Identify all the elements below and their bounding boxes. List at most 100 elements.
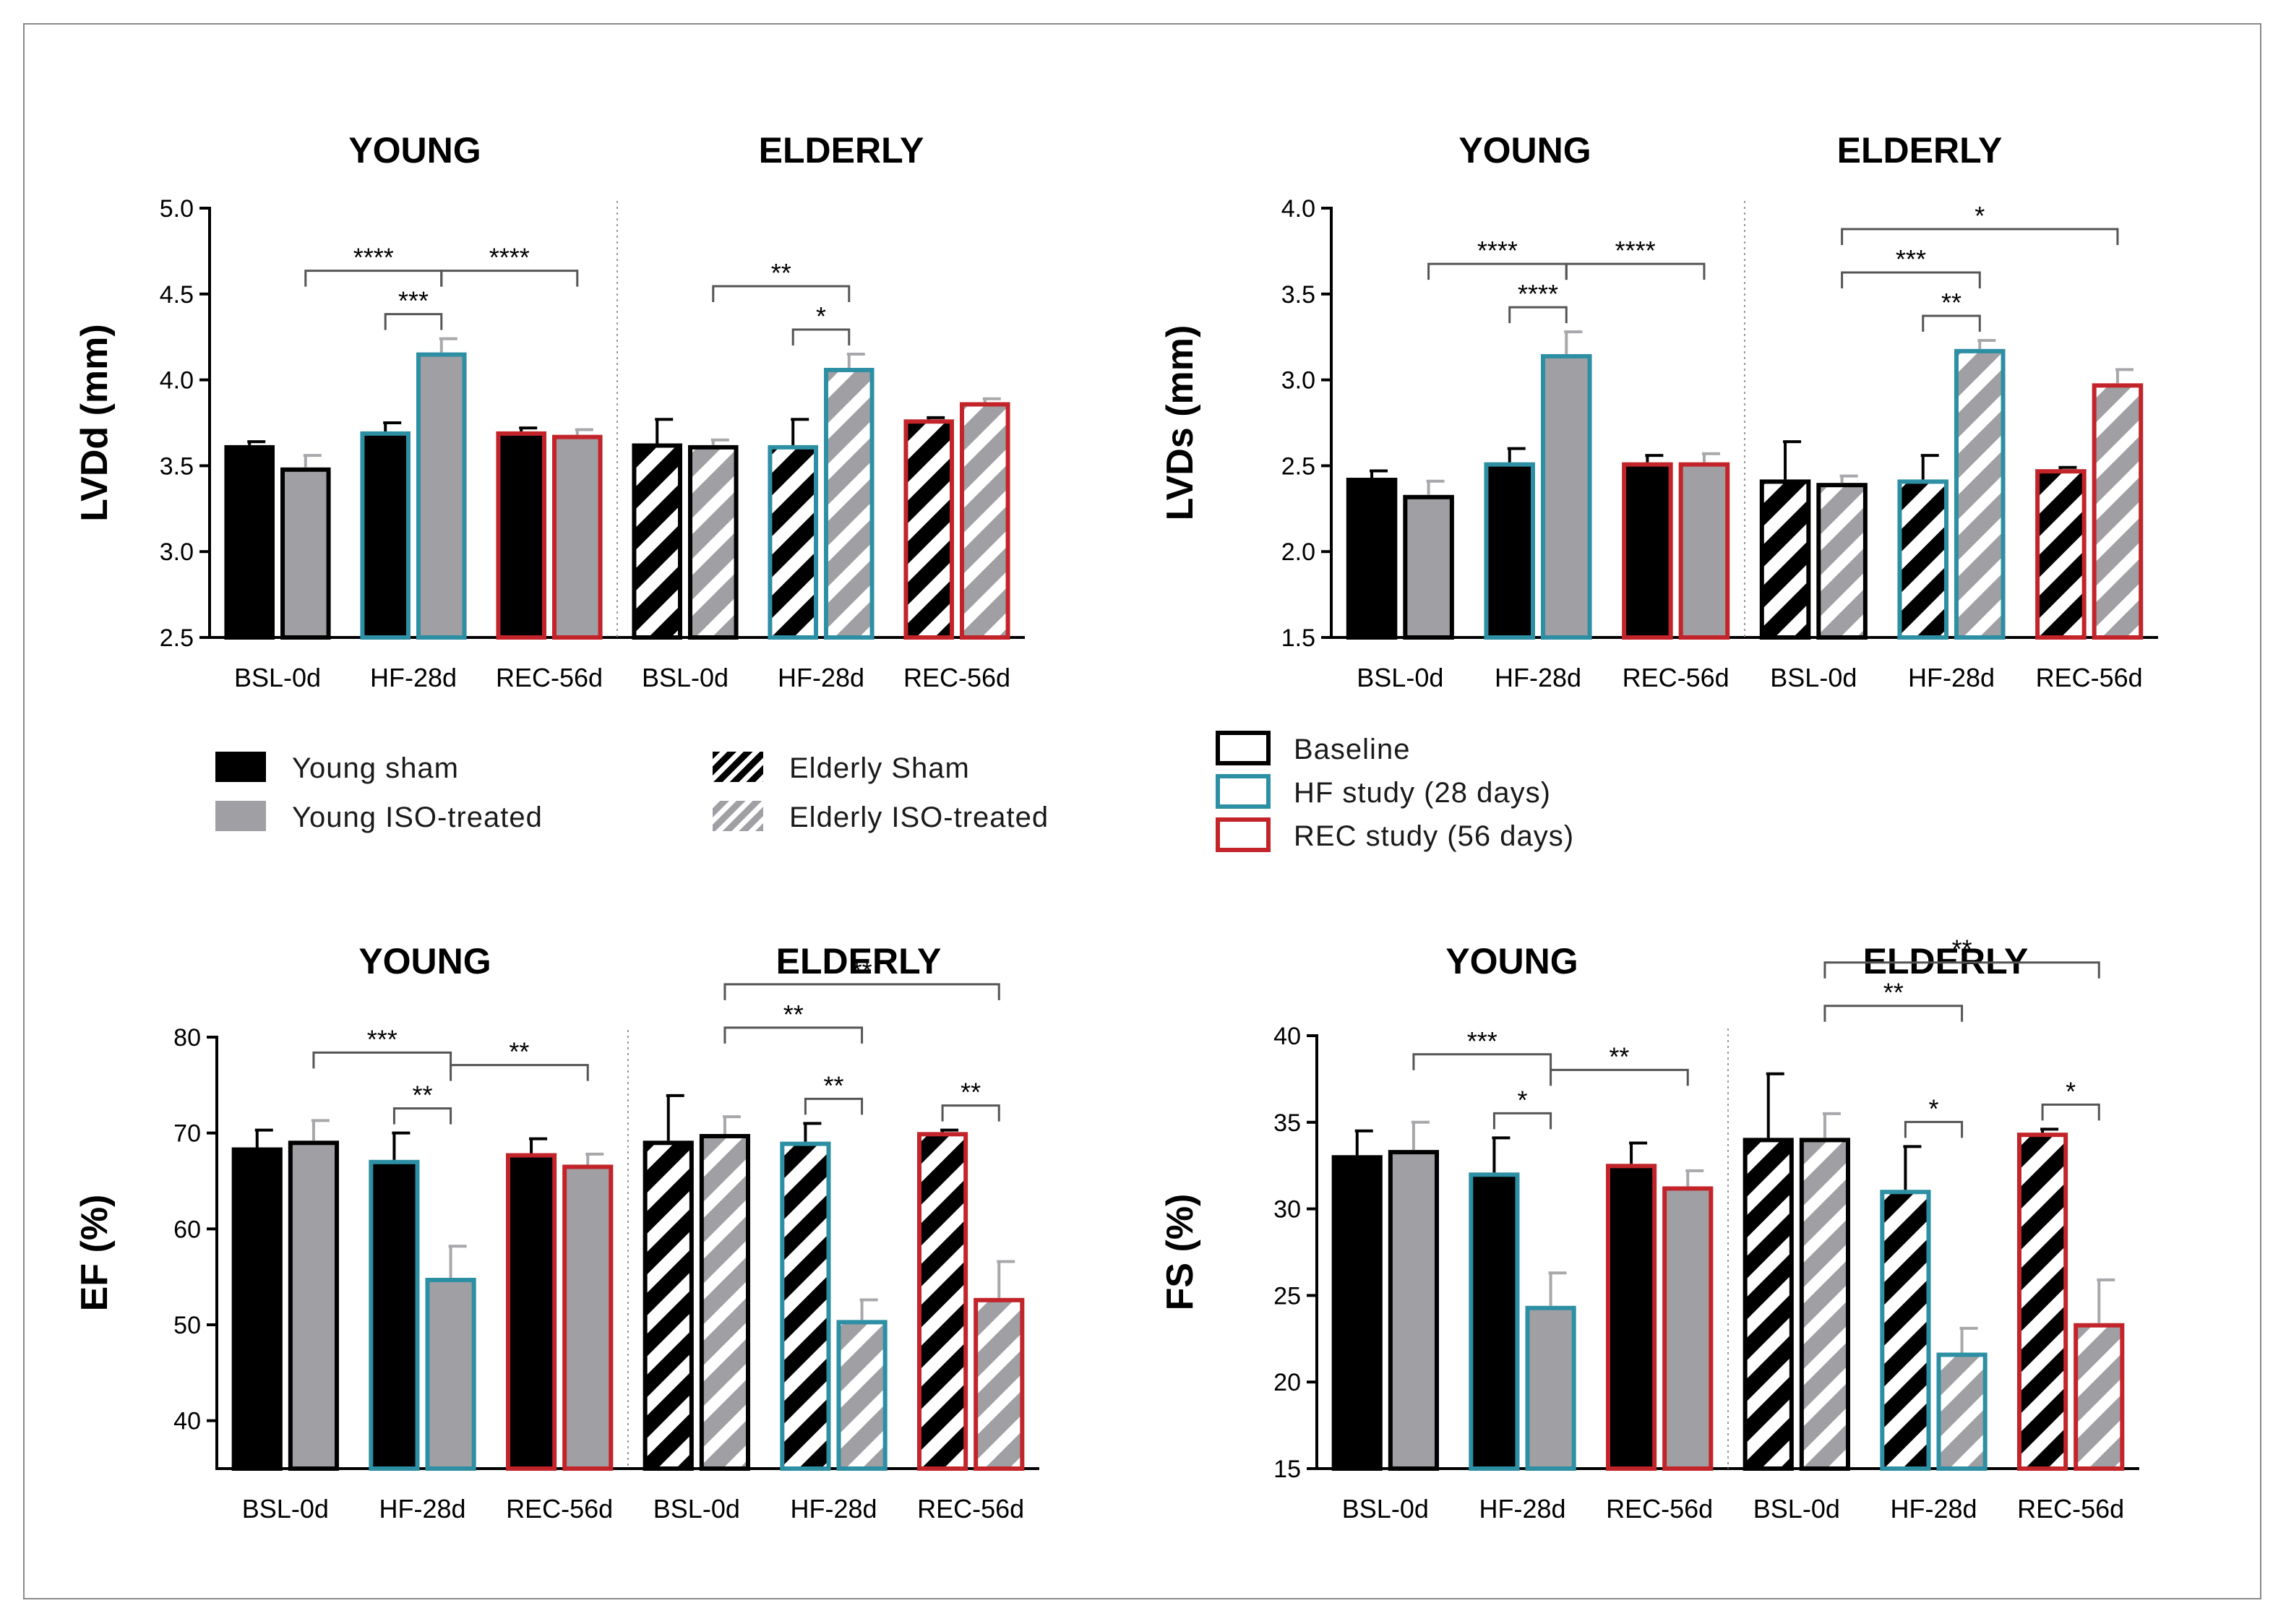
bar-hf-28d-iso: [1954, 348, 2006, 640]
bar-hf-28d-sham: [1484, 462, 1536, 640]
significance-label: ***: [367, 1024, 398, 1054]
x-category-label: HF-28d: [1890, 1494, 1977, 1524]
x-category-label: HF-28d: [1479, 1494, 1565, 1524]
x-category-label: REC-56d: [496, 663, 603, 692]
significance-bracket: [804, 1097, 864, 1115]
y-tick-label: 3.5: [160, 452, 194, 480]
bar-hf-28d-iso: [836, 1320, 888, 1472]
significance-label: **: [412, 1080, 432, 1110]
legend-swatch-elderly-iso: [713, 801, 763, 831]
bar-rec-56d-iso: [960, 402, 1010, 640]
bar-bsl-0d-sham: [224, 444, 275, 640]
legend-swatch-hf-study: [1216, 774, 1271, 809]
figure-frame: [23, 23, 2261, 1599]
significance-bracket: [1492, 1112, 1552, 1130]
bar-rec-56d-sham: [1605, 1164, 1657, 1471]
bar-rec-56d-sham: [916, 1132, 968, 1471]
significance-label: **: [1609, 1041, 1629, 1071]
bar-rec-56d-sham: [903, 419, 954, 640]
y-tick-label: 30: [1273, 1196, 1301, 1224]
significance-label: **: [783, 1000, 804, 1029]
x-category-label: HF-28d: [1908, 663, 1995, 692]
group-title-young: YOUNG: [1445, 941, 1578, 981]
bar-rec-56d-sham: [1622, 462, 1673, 640]
bar-bsl-0d-iso: [1403, 494, 1454, 640]
significance-bracket: [712, 285, 851, 302]
bar-hf-28d-sham: [1469, 1172, 1520, 1472]
x-category-label: REC-56d: [1623, 663, 1729, 692]
significance-label: ***: [398, 286, 429, 316]
significance-bracket: [941, 1104, 1000, 1122]
x-category-label: REC-56d: [2036, 663, 2143, 692]
legend-swatch-young-sham: [215, 752, 266, 782]
y-tick-label: 2.5: [1281, 452, 1315, 480]
bar-hf-28d-sham: [780, 1141, 831, 1472]
bar-rec-56d-iso: [1662, 1186, 1714, 1472]
bar-bsl-0d-sham: [632, 443, 683, 640]
bar-hf-28d-sham: [369, 1159, 420, 1472]
significance-bracket: [1922, 314, 1981, 332]
significance-bracket: [1841, 228, 2119, 245]
y-tick-label: 4.0: [1281, 195, 1315, 223]
x-category-label: HF-28d: [379, 1494, 465, 1524]
y-axis-label: LVDd (mm): [74, 324, 116, 521]
bar-rec-56d-sham: [496, 431, 547, 640]
significance-label: ****: [1615, 236, 1656, 265]
y-tick-label: 5.0: [160, 195, 194, 223]
y-tick-label: 35: [1273, 1109, 1301, 1137]
legend-label-elderly-sham: Elderly Sham: [789, 752, 970, 784]
significance-bracket: [450, 1064, 589, 1081]
significance-bracket: [791, 328, 851, 345]
group-title-young: YOUNG: [1458, 130, 1591, 171]
significance-label: **: [509, 1037, 529, 1067]
significance-bracket: [2041, 1103, 2100, 1121]
legend-label-elderly-iso: Elderly ISO-treated: [789, 802, 1049, 833]
y-tick-label: 3.0: [160, 538, 194, 566]
y-axis-label: EF (%): [74, 1195, 116, 1312]
legend-studies: Baseline HF study (28 days) REC study (5…: [1216, 731, 1574, 852]
legend-label-hf-study: HF study (28 days): [1294, 777, 1551, 809]
legend-label-rec-study: REC study (56 days): [1294, 820, 1574, 852]
significance-bracket: [304, 270, 443, 287]
group-title-elderly: ELDERLY: [1837, 130, 2003, 171]
bar-hf-28d-sham: [768, 444, 818, 640]
significance-label: ****: [353, 243, 394, 272]
significance-bracket: [1823, 1005, 1964, 1022]
significance-bracket: [392, 1107, 452, 1125]
significance-bracket: [1508, 306, 1568, 324]
significance-bracket: [384, 313, 443, 330]
significance-bracket: [1904, 1120, 1964, 1138]
y-tick-label: 80: [173, 1024, 201, 1052]
bar-bsl-0d-sham: [1331, 1155, 1383, 1471]
group-title-elderly: ELDERLY: [1863, 941, 2029, 981]
x-category-label: BSL-0d: [1342, 1494, 1429, 1524]
x-category-label: BSL-0d: [642, 663, 729, 692]
y-tick-label: 15: [1273, 1456, 1301, 1483]
significance-label: *: [816, 301, 826, 331]
bar-rec-56d-iso: [974, 1297, 1025, 1472]
y-tick-label: 2.0: [1281, 538, 1315, 566]
y-tick-label: 40: [173, 1408, 201, 1435]
group-title-elderly: ELDERLY: [759, 130, 924, 171]
bar-bsl-0d-sham: [1759, 479, 1811, 640]
bar-bsl-0d-iso: [1799, 1138, 1851, 1471]
chart-panel-bottom-left: YOUNG ELDERLY EF (%) 40 50 60 70 80 BSL-0d HF-28d…: [74, 941, 1039, 1524]
significance-bracket: [723, 983, 1000, 1000]
y-tick-label: 2.5: [160, 624, 194, 652]
significance-label: **: [961, 1078, 981, 1107]
bar-bsl-0d-iso: [288, 1140, 340, 1472]
bar-bsl-0d-sham: [231, 1147, 283, 1471]
x-category-label: BSL-0d: [234, 663, 321, 692]
bar-rec-56d-iso: [562, 1164, 614, 1471]
legend-swatch-young-iso: [215, 801, 266, 831]
x-category-label: REC-56d: [903, 663, 1010, 692]
bar-rec-56d-iso: [552, 434, 603, 640]
x-category-label: HF-28d: [370, 663, 457, 692]
legend-label-young-iso: Young ISO-treated: [292, 802, 543, 833]
significance-bracket: [1427, 262, 1568, 280]
group-title-elderly: ELDERLY: [776, 941, 942, 981]
x-category-label: BSL-0d: [653, 1494, 740, 1524]
bar-hf-28d-iso: [416, 352, 467, 640]
y-tick-label: 4.0: [160, 367, 194, 395]
